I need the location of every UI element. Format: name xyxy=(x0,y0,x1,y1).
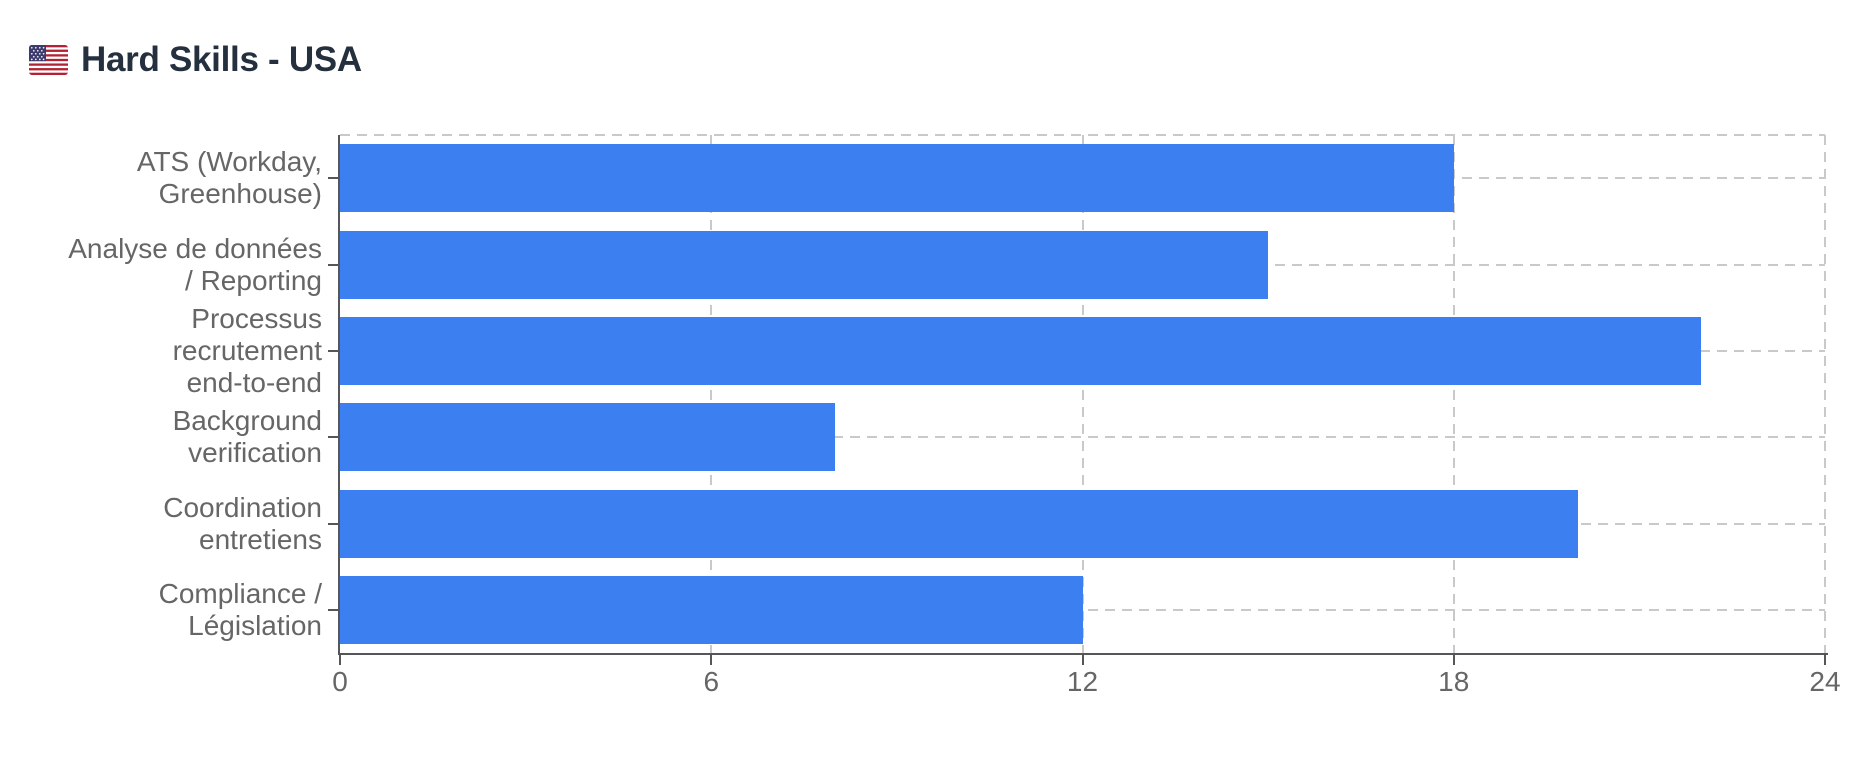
x-tick-mark-12 xyxy=(1081,655,1084,665)
y-axis-label-line: Compliance / xyxy=(158,577,322,609)
bar-3[interactable] xyxy=(340,403,835,472)
x-tick-mark-0 xyxy=(339,655,341,665)
x-tick-mark-24 xyxy=(1824,655,1826,665)
y-axis-label: Compliance / Législation xyxy=(0,578,322,642)
x-gridline-12 xyxy=(1081,135,1084,653)
x-axis-tick-label: 24 xyxy=(1809,666,1841,697)
bar-4[interactable] xyxy=(340,489,1578,558)
y-axis-label-line: end-to-end xyxy=(186,366,322,398)
y-axis-label-line: Coordination xyxy=(163,491,322,523)
y-tick-mark-2 xyxy=(328,349,338,352)
category-gridline-3 xyxy=(340,436,1825,439)
y-axis-line xyxy=(338,135,340,653)
y-tick-mark-1 xyxy=(328,263,338,266)
y-tick-mark-0 xyxy=(328,177,338,180)
x-gridline-24 xyxy=(1824,135,1826,653)
y-axis-label: Processus recrutement end-to-end xyxy=(0,303,322,399)
bar-0[interactable] xyxy=(340,144,1454,213)
bar-5[interactable] xyxy=(340,575,1083,644)
y-axis-label-line: / Reporting xyxy=(185,264,322,296)
y-axis-label-line: Législation xyxy=(188,609,322,641)
y-axis-label-line: recrutement xyxy=(172,334,322,366)
y-axis-labels: ATS (Workday, Greenhouse) Analyse de donné… xyxy=(0,135,322,653)
x-axis-tick-label: 0 xyxy=(332,666,348,697)
category-gridline-5 xyxy=(340,608,1825,611)
y-tick-mark-4 xyxy=(328,522,338,525)
us-flag-icon xyxy=(29,45,68,75)
x-tick-mark-18 xyxy=(1452,655,1455,665)
y-axis-label-line: Greenhouse) xyxy=(158,178,322,210)
x-axis-line xyxy=(338,653,1828,655)
chart-title: Hard Skills - USA xyxy=(81,40,362,79)
y-tick-mark-5 xyxy=(328,608,338,611)
y-axis-label-line: Background xyxy=(172,405,322,437)
y-axis-label: Analyse de données / Reporting xyxy=(0,233,322,297)
y-axis-label: Background verification xyxy=(0,405,322,469)
y-axis-label-line: entretiens xyxy=(199,523,322,555)
y-tick-mark-3 xyxy=(328,436,338,439)
bar-1[interactable] xyxy=(340,230,1269,299)
y-axis-label-line: Analyse de données xyxy=(68,232,322,264)
bar-2[interactable] xyxy=(340,316,1702,385)
x-axis-tick-label: 12 xyxy=(1066,666,1099,697)
x-axis-tick-label: 6 xyxy=(703,666,720,697)
y-axis-label: Coordination entretiens xyxy=(0,492,322,556)
chart-header: Hard Skills - USA xyxy=(29,40,362,80)
y-axis-label-line: verification xyxy=(188,437,322,469)
y-axis-label-line: Processus xyxy=(191,302,322,334)
y-axis-label-line: ATS (Workday, xyxy=(136,146,322,178)
x-gridline-18 xyxy=(1452,135,1455,653)
x-gridline-6 xyxy=(710,135,713,653)
plot-area xyxy=(340,134,1826,653)
x-axis-tick-label: 18 xyxy=(1438,666,1470,697)
x-tick-mark-6 xyxy=(710,655,713,665)
y-axis-label: ATS (Workday, Greenhouse) xyxy=(0,146,322,210)
